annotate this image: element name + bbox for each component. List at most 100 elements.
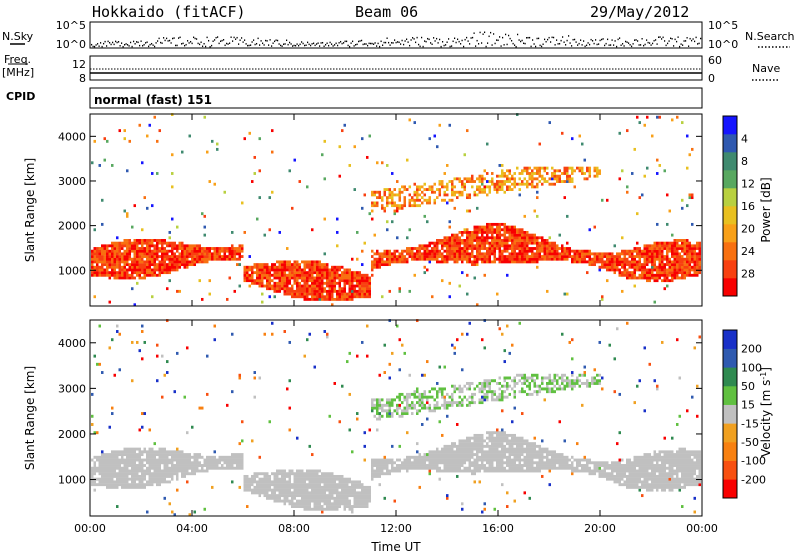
heatmap-cell — [118, 480, 121, 484]
heatmap-cell — [113, 273, 116, 277]
heatmap-cell — [328, 477, 331, 481]
heatmap-cell — [333, 496, 336, 500]
heatmap-cell — [123, 260, 126, 264]
colorbar-tick-label: 20 — [741, 223, 755, 236]
heatmap-cell — [276, 485, 279, 489]
heatmap-cell — [551, 174, 554, 178]
heatmap-cell — [358, 287, 361, 291]
heatmap-cell — [581, 257, 584, 261]
heatmap-cell — [318, 276, 321, 280]
heatmap-cell — [308, 289, 311, 293]
heatmap-cell — [376, 196, 379, 200]
heatmap-cell — [406, 257, 409, 261]
heatmap-cell — [151, 461, 154, 465]
noise-sample — [338, 42, 340, 44]
heatmap-cell — [268, 271, 271, 275]
noise-sample — [520, 40, 522, 43]
heatmap-cell — [533, 241, 536, 245]
heatmap-cell — [338, 480, 341, 484]
heatmap-cell — [268, 295, 271, 299]
heatmap-cell — [103, 273, 106, 277]
heatmap-cell — [288, 268, 291, 272]
noise-sample — [320, 42, 322, 44]
heatmap-cell — [556, 252, 559, 256]
heatmap-cell — [666, 252, 669, 256]
heatmap-cell — [563, 257, 566, 261]
heatmap-cell — [683, 268, 686, 272]
heatmap-cell — [136, 477, 139, 481]
heatmap-cell — [141, 324, 144, 328]
noise-sample — [262, 42, 264, 45]
heatmap-cell — [153, 461, 156, 465]
heatmap-cell — [193, 257, 196, 261]
heatmap-cell — [121, 265, 124, 269]
heatmap-cell — [298, 469, 301, 473]
heatmap-cell — [306, 499, 309, 503]
heatmap-cell — [96, 469, 99, 473]
heatmap-cell — [268, 279, 271, 283]
heatmap-cell — [426, 417, 429, 421]
heatmap-cell — [311, 284, 314, 288]
heatmap-cell — [346, 494, 349, 498]
heatmap-cell — [531, 249, 534, 253]
heatmap-cell — [318, 289, 321, 293]
heatmap-cell — [306, 297, 309, 301]
heatmap-cell — [281, 472, 284, 476]
heatmap-cell — [513, 239, 516, 242]
heatmap-cell — [326, 273, 329, 277]
heatmap-cell — [633, 271, 636, 275]
heatmap-cell — [231, 464, 234, 467]
heatmap-cell — [398, 190, 401, 194]
noise-sample — [545, 40, 547, 43]
heatmap-cell — [646, 115, 649, 119]
heatmap-cell — [696, 257, 699, 261]
y-tick-label: 1000 — [58, 264, 86, 277]
heatmap-cell — [261, 263, 264, 267]
heatmap-cell — [281, 477, 284, 481]
heatmap-cell — [616, 263, 619, 267]
noise-sample — [268, 44, 270, 46]
heatmap-cell — [233, 257, 236, 261]
heatmap-cell — [523, 247, 526, 250]
heatmap-cell — [366, 284, 369, 288]
heatmap-cell — [606, 198, 609, 202]
heatmap-cell — [256, 474, 259, 478]
heatmap-cell — [91, 257, 94, 261]
heatmap-cell — [488, 190, 491, 194]
heatmap-cell — [311, 263, 314, 267]
heatmap-cell — [136, 447, 139, 451]
heatmap-cell — [556, 169, 559, 173]
heatmap-cell — [293, 496, 296, 500]
heatmap-cell — [428, 185, 431, 189]
heatmap-cell — [428, 390, 431, 394]
heatmap-cell — [356, 281, 359, 285]
heatmap-cell — [446, 193, 449, 197]
heatmap-cell — [413, 464, 416, 467]
heatmap-cell — [273, 287, 276, 291]
heatmap-cell — [358, 505, 361, 508]
heatmap-cell — [298, 485, 301, 489]
heatmap-cell — [473, 228, 476, 232]
heatmap-cell — [433, 252, 436, 256]
heatmap-cell — [288, 469, 291, 473]
heatmap-cell — [178, 453, 181, 457]
heatmap-cell — [443, 193, 446, 197]
heatmap-cell — [303, 502, 306, 506]
heatmap-cell — [501, 241, 504, 245]
heatmap-cell — [241, 466, 244, 470]
heatmap-cell — [386, 260, 389, 264]
heatmap-cell — [326, 284, 329, 288]
heatmap-cell — [631, 249, 634, 253]
heatmap-cell — [116, 273, 119, 277]
heatmap-cell — [423, 249, 426, 253]
heatmap-cell — [258, 137, 261, 141]
heatmap-cell — [373, 474, 376, 478]
heatmap-cell — [321, 496, 324, 500]
heatmap-cell — [261, 488, 264, 492]
heatmap-cell — [346, 483, 349, 487]
heatmap-cell — [331, 292, 334, 296]
heatmap-cell — [696, 244, 699, 248]
heatmap-cell — [413, 193, 416, 197]
heatmap-cell — [113, 480, 116, 484]
heatmap-cell — [428, 409, 431, 413]
